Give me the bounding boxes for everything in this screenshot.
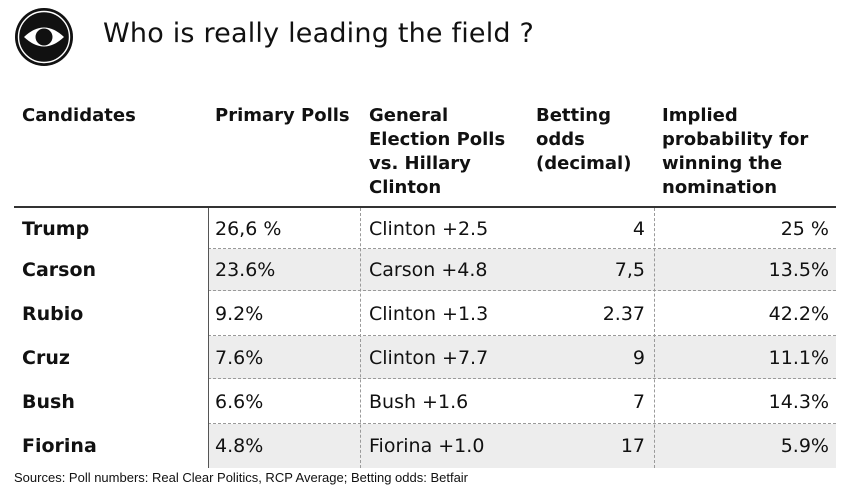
column-divider <box>360 208 361 468</box>
table-row: Trump 26,6 % Clinton +2.5 4 25 % <box>14 208 836 249</box>
header-primary-polls: Primary Polls <box>215 105 350 126</box>
source-note: Sources: Poll numbers: Real Clear Politi… <box>14 470 469 485</box>
implied-probability-value: 5.9% <box>780 435 829 457</box>
betting-odds-value: 2.37 <box>602 302 645 325</box>
candidate-name: Bush <box>22 390 75 413</box>
table-row: Fiorina 4.8% Fiorina +1.0 17 5.9% <box>14 424 836 468</box>
page-title: Who is really leading the field ? <box>103 18 535 49</box>
general-poll-value: Bush +1.6 <box>369 390 469 413</box>
implied-probability-value: 11.1% <box>768 346 829 369</box>
table-row: Carson 23.6% Carson +4.8 7,5 13.5% <box>14 249 836 291</box>
candidate-name: Carson <box>22 259 97 281</box>
column-divider <box>654 208 655 468</box>
implied-probability-value: 13.5% <box>768 259 829 281</box>
implied-probability-value: 42.2% <box>768 302 829 325</box>
primary-poll-value: 6.6% <box>215 390 264 413</box>
table-row: Cruz 7.6% Clinton +7.7 9 11.1% <box>14 336 836 379</box>
header-candidates: Candidates <box>22 105 136 126</box>
candidate-name: Fiorina <box>22 435 97 457</box>
primary-poll-value: 4.8% <box>215 435 264 457</box>
primary-poll-value: 7.6% <box>215 346 264 369</box>
implied-probability-value: 25 % <box>780 217 829 240</box>
candidate-name: Rubio <box>22 302 84 325</box>
general-poll-value: Clinton +1.3 <box>369 302 489 325</box>
header-betting-odds: Betting odds (decimal) <box>536 105 632 174</box>
betting-odds-value: 9 <box>632 346 645 369</box>
primary-poll-value: 9.2% <box>215 302 264 325</box>
general-poll-value: Clinton +2.5 <box>369 217 489 240</box>
general-poll-value: Carson +4.8 <box>369 259 488 281</box>
candidate-name: Trump <box>22 217 90 240</box>
candidate-name: Cruz <box>22 346 70 369</box>
column-divider <box>208 208 209 468</box>
header-implied-probability: Implied probability for winning the nomi… <box>662 105 809 198</box>
implied-probability-value: 14.3% <box>768 390 829 413</box>
header-divider <box>14 206 836 208</box>
eye-icon <box>14 7 74 67</box>
betting-odds-value: 17 <box>620 435 645 457</box>
general-poll-value: Fiorina +1.0 <box>369 435 485 457</box>
general-poll-value: Clinton +7.7 <box>369 346 489 369</box>
betting-odds-value: 7 <box>632 390 645 413</box>
table-row: Bush 6.6% Bush +1.6 7 14.3% <box>14 379 836 424</box>
betting-odds-value: 4 <box>632 217 645 240</box>
primary-poll-value: 23.6% <box>215 259 276 281</box>
primary-poll-value: 26,6 % <box>215 217 282 240</box>
betting-odds-value: 7,5 <box>614 259 645 281</box>
header-general-election-polls: General Election Polls vs. Hillary Clint… <box>369 105 506 198</box>
table-row: Rubio 9.2% Clinton +1.3 2.37 42.2% <box>14 291 836 336</box>
